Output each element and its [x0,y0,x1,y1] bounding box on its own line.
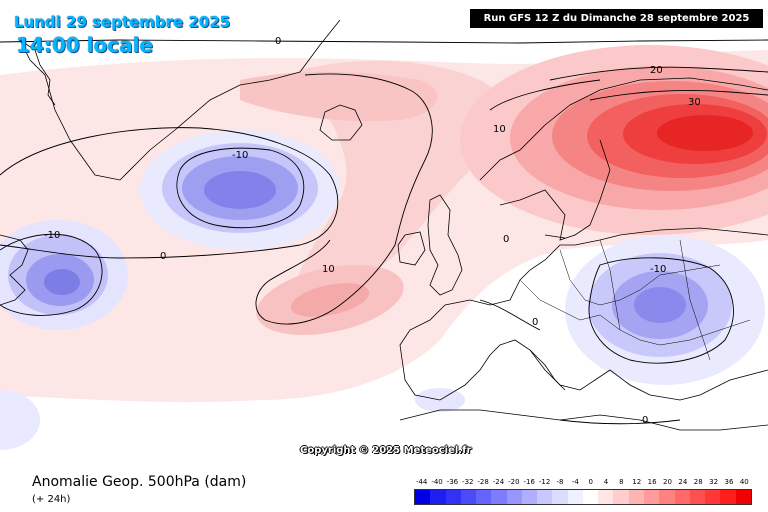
color-scale-swatch [674,490,690,504]
contours [0,39,768,425]
contour-label: 10 [322,264,335,275]
forecast-date: Lundi 29 septembre 2025 [14,13,231,31]
color-scale-swatch [689,490,706,504]
color-scale-swatch [552,490,568,504]
contour-label: 30 [688,97,701,108]
color-scale-tick: 4 [603,478,609,486]
color-scale-tick: 36 [724,478,734,486]
anomaly-map: 0 -10 -10 0 10 20 30 10 0 -10 0 0 [0,19,768,450]
contour-label: -10 [650,264,666,275]
color-scale-bar [414,489,752,505]
color-scale-tick: 32 [709,478,719,486]
color-scale-tick: 24 [678,478,688,486]
color-scale-swatch [582,490,599,504]
color-scale-swatch [491,490,507,504]
field-title: Anomalie Geop. 500hPa (dam) [32,474,247,490]
legend-bar: Anomalie Geop. 500hPa (dam) (+ 24h) -44-… [0,470,768,512]
contour-label: 0 [503,234,509,245]
color-scale-tick: -16 [523,478,535,486]
color-scale-swatch [659,490,675,504]
contour-label: -10 [44,230,60,241]
color-scale-tick: -36 [446,478,459,486]
run-banner: Run GFS 12 Z du Dimanche 28 septembre 20… [470,9,763,28]
color-scale-swatch [643,490,660,504]
forecast-time: 14:00 locale [16,33,153,57]
color-scale-tick: -4 [571,478,579,486]
contour-label: 10 [493,124,506,135]
contour-label: 20 [650,65,663,76]
forecast-offset: (+ 24h) [32,494,71,505]
color-scale-tick: 0 [588,478,593,486]
color-scale-tick: -24 [492,478,505,486]
contour-label: 0 [160,251,166,262]
contour-label: 0 [532,317,538,328]
color-scale-swatch [720,490,736,504]
color-scale-swatch [598,490,614,504]
color-scale-swatch [705,490,721,504]
color-scale-tick: 28 [693,478,703,486]
color-scale-swatch [537,490,553,504]
color-scale-tick: 16 [647,478,657,486]
color-scale-swatch [506,490,522,504]
color-scale-swatch [415,490,431,504]
color-scale-tick: -8 [556,478,564,486]
color-scale-labels: -44 -40 -36 -32 -28 -24 -20 -16 -12 -8 -4 0 4 8 12 16 20… [414,478,752,489]
color-scale-tick: -32 [462,478,474,486]
color-scale-swatch [628,490,644,504]
contour-label: 0 [642,415,648,426]
contour-label: -10 [232,150,248,161]
color-scale-swatch [567,490,583,504]
color-scale-tick: -28 [477,478,489,486]
color-scale-swatch [430,490,446,504]
copyright-text: Copyright © 2025 Meteociel.fr [300,445,472,456]
contour-label: 0 [275,36,281,47]
color-scale-tick: -44 [415,478,428,486]
color-scale-swatch [521,490,538,504]
color-scale-swatch [476,490,492,504]
color-scale-tick: 12 [632,478,642,486]
color-scale-tick: -40 [431,478,443,486]
contour-labels: 0 -10 -10 0 10 20 30 10 0 -10 0 0 [44,36,701,426]
color-scale-tick: 20 [663,478,672,486]
color-scale-tick: -20 [508,478,520,486]
color-scale-swatch [613,490,629,504]
color-scale-tick: -12 [538,478,551,486]
color-scale-swatch [445,490,461,504]
color-scale-swatch [460,490,477,504]
color-scale-tick: 40 [739,478,749,486]
color-scale: -44 -40 -36 -32 -28 -24 -20 -16 -12 -8 -4 0 4 8 12 16 20… [414,478,752,505]
color-scale-tick: 8 [619,478,624,486]
color-scale-swatch [735,490,751,504]
